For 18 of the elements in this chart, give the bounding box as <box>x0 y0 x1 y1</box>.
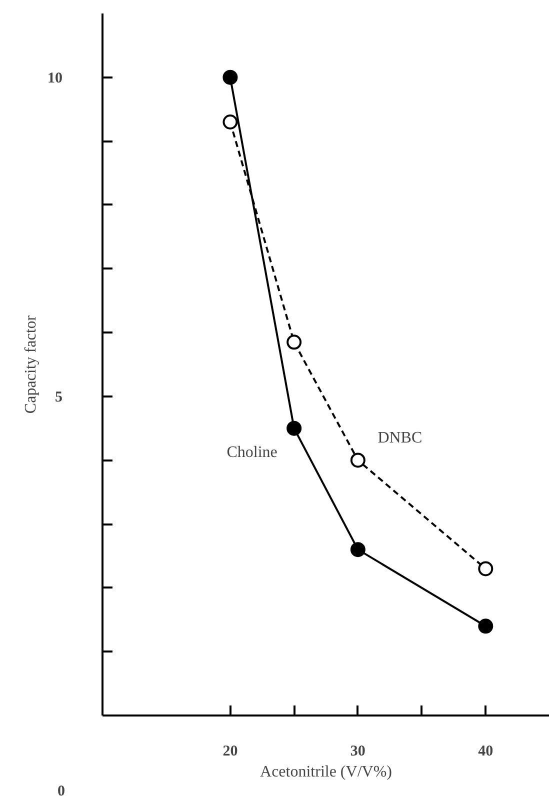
point <box>286 420 302 436</box>
text: 0 <box>58 784 65 800</box>
x-tick-label: 20 <box>222 744 238 760</box>
point <box>222 114 238 130</box>
x-axis-title: Acetonitrile (V/V%) <box>260 764 392 780</box>
point <box>350 542 366 558</box>
x-tick-label: 30 <box>350 744 366 760</box>
y-axis-title: Capacity factor <box>22 314 40 414</box>
series-label: DNBC <box>378 430 422 447</box>
point <box>286 334 302 350</box>
point <box>222 70 238 85</box>
y-tick-label: 10 <box>48 70 62 86</box>
point <box>478 561 494 576</box>
series-label: Choline <box>226 444 278 461</box>
x-tick-label: 40 <box>478 744 494 760</box>
point <box>478 618 494 634</box>
y-tick-label: 5 <box>55 389 62 406</box>
point <box>350 452 366 468</box>
